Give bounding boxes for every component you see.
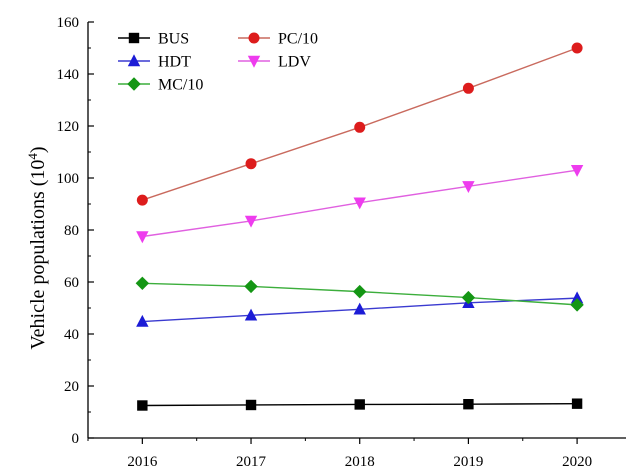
data-point-pc-10 — [571, 42, 583, 54]
data-point-mc-10 — [570, 298, 584, 312]
y-axis-title: Vehicle populations (104) — [25, 146, 50, 349]
legend-marker — [128, 32, 140, 44]
data-point-ldv — [353, 197, 366, 210]
y-tick-label: 160 — [57, 15, 80, 31]
x-tick-label: 2019 — [453, 454, 483, 466]
data-point-mc-10 — [244, 279, 258, 294]
data-point-bus — [571, 398, 583, 409]
data-point-mc-10 — [353, 284, 367, 299]
legend-item-pc-10: PC/10 — [238, 31, 318, 48]
y-tick-label: 40 — [64, 327, 79, 343]
data-point-ldv — [462, 181, 475, 194]
legend-label: LDV — [278, 54, 311, 71]
chart-axes: 0 20 40 60 80 100 120 140 160 2016 2017 2018 2019 202… — [57, 15, 626, 466]
data-point-hdt — [570, 291, 584, 304]
y-axis-title-exponent: 4 — [25, 153, 40, 160]
legend-item-mc-10: MC/10 — [118, 77, 203, 94]
data-point-ldv — [136, 231, 149, 244]
y-tick-label: 20 — [64, 379, 79, 395]
data-point-hdt — [136, 314, 149, 327]
legend-label: HDT — [158, 54, 191, 71]
legend-marker — [248, 32, 260, 44]
legend-marker — [127, 77, 141, 91]
y-tick-label: 0 — [72, 431, 80, 447]
legend-label: BUS — [158, 31, 189, 48]
data-point-bus — [354, 399, 365, 410]
data-point-bus — [245, 399, 257, 411]
legend-label: PC/10 — [278, 31, 318, 48]
data-point-mc-10 — [135, 276, 150, 290]
legend-marker — [247, 55, 261, 68]
legend-label: MC/10 — [158, 77, 203, 94]
x-tick-label: 2017 — [236, 454, 267, 466]
data-point-pc-10 — [354, 121, 366, 133]
x-tick-label: 2018 — [345, 454, 375, 466]
legend-item-bus: BUS — [118, 31, 189, 48]
y-tick-label: 120 — [57, 119, 80, 135]
data-point-hdt — [244, 308, 258, 321]
data-point-bus — [137, 400, 148, 411]
y-axis-title-text: Vehicle populations (10 — [27, 160, 49, 350]
legend-item-ldv: LDV — [238, 54, 311, 71]
chart-legend: BUS PC/10 HDT LDV MC/10 — [118, 31, 318, 94]
legend-item-hdt: HDT — [118, 54, 191, 71]
data-point-bus — [463, 399, 474, 410]
data-point-pc-10 — [245, 158, 257, 170]
data-point-hdt — [353, 302, 366, 315]
y-tick-label: 60 — [64, 275, 79, 291]
y-tick-label: 80 — [64, 223, 79, 239]
data-point-pc-10 — [136, 194, 148, 206]
data-point-pc-10 — [462, 82, 474, 94]
data-point-ldv — [570, 165, 584, 177]
series-markers — [135, 42, 584, 411]
x-tick-label: 2020 — [562, 454, 592, 466]
x-tick-label: 2016 — [127, 454, 158, 466]
legend-marker — [127, 54, 141, 67]
data-point-mc-10 — [461, 290, 476, 305]
y-tick-label: 100 — [57, 171, 80, 187]
series-lines — [142, 47, 578, 407]
y-tick-label: 140 — [57, 67, 80, 83]
data-point-ldv — [244, 215, 258, 228]
y-axis-title-close: ) — [27, 146, 49, 153]
